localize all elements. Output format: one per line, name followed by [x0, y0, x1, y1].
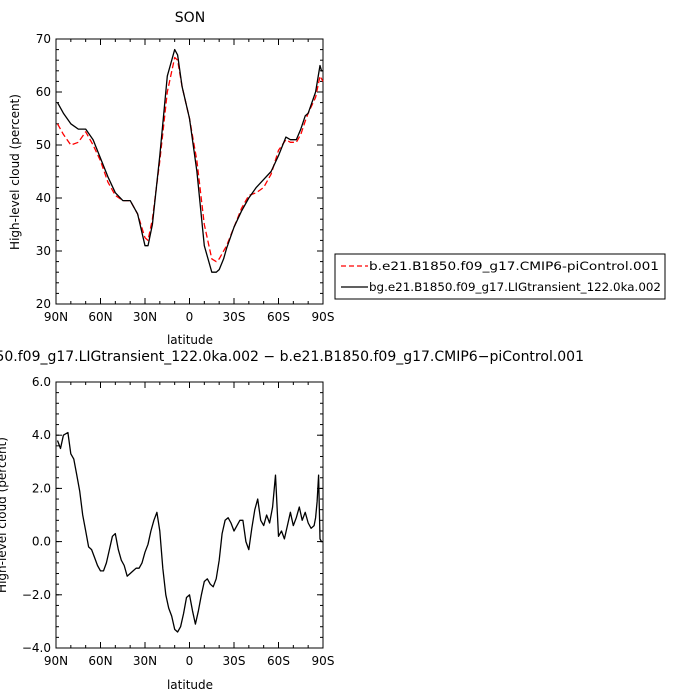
top-series-line-1 — [56, 56, 324, 263]
bottom-chart-series — [56, 431, 323, 633]
top-x-tick-label: 90S — [312, 310, 335, 324]
legend-label-control: b.e21.B1850.f09_g17.CMIP6-piControl.001 — [369, 259, 659, 273]
bottom-y-tick-label: 0.0 — [32, 535, 51, 549]
bottom-y-tick-label: 2.0 — [32, 481, 51, 495]
top-x-tick-label: 30S — [223, 310, 246, 324]
top-chart-xlabel: latitude — [167, 333, 213, 347]
top-y-tick-label: 60 — [36, 85, 51, 99]
bottom-plot-frame — [55, 381, 324, 649]
legend-label-transient: bg.e21.B1850.f09_g17.LIGtransient_122.0k… — [369, 280, 661, 294]
bottom-chart-xlabel: latitude — [167, 678, 213, 692]
bottom-x-tick-label: 60S — [267, 654, 290, 668]
top-x-tick-label: 30N — [133, 310, 157, 324]
top-x-tick-label: 60N — [88, 310, 112, 324]
bottom-x-tick-label: 90N — [44, 654, 68, 668]
bottom-y-tick-label: 4.0 — [32, 428, 51, 442]
top-y-tick-label: 40 — [36, 191, 51, 205]
top-y-tick-label: 20 — [36, 297, 51, 311]
top-series-line-2 — [56, 48, 323, 273]
top-x-tick-label: 60S — [267, 310, 290, 324]
bottom-x-tick-label: 90S — [312, 654, 335, 668]
bottom-x-tick-label: 0 — [186, 654, 194, 668]
bottom-y-tick-label: −4.0 — [22, 641, 51, 655]
bottom-x-tick-label: 60N — [88, 654, 112, 668]
top-chart-title: SON — [175, 10, 205, 26]
bottom-x-tick-label: 30S — [223, 654, 246, 668]
top-y-tick-label: 50 — [36, 138, 51, 152]
top-chart-series — [56, 48, 324, 273]
top-chart: SON High-level cloud (percent) latitude … — [8, 10, 334, 347]
legend-box — [334, 253, 666, 300]
bottom-chart-ticks: 90N 60N 30N 0 30S 60S 90S −4.0 −2.0 0.0 2.0 4.0 6.0 — [22, 375, 335, 668]
top-chart-ylabel: High-level cloud (percent) — [8, 94, 22, 250]
bottom-y-tick-label: −2.0 — [22, 588, 51, 602]
top-y-tick-label: 30 — [36, 244, 51, 258]
top-x-tick-label: 0 — [186, 310, 194, 324]
bottom-y-tick-label: 6.0 — [32, 375, 51, 389]
bottom-chart-ylabel: High-level cloud (percent) — [0, 437, 9, 593]
bottom-chart-title: bg.e21.B1850.f09_g17.LIGtransient_122.0k… — [0, 349, 584, 365]
top-plot-frame — [55, 38, 324, 305]
bottom-x-tick-label: 30N — [133, 654, 157, 668]
top-chart-ticks: 90N 60N 30N 0 30S 60S 90S 20 30 40 50 60 70 — [36, 32, 335, 324]
bottom-series-line-1 — [56, 431, 323, 633]
legend: b.e21.B1850.f09_g17.CMIP6-piControl.001 … — [334, 253, 666, 300]
top-y-tick-label: 70 — [36, 32, 51, 46]
bottom-chart: bg.e21.B1850.f09_g17.LIGtransient_122.0k… — [0, 349, 584, 692]
top-x-tick-label: 90N — [44, 310, 68, 324]
